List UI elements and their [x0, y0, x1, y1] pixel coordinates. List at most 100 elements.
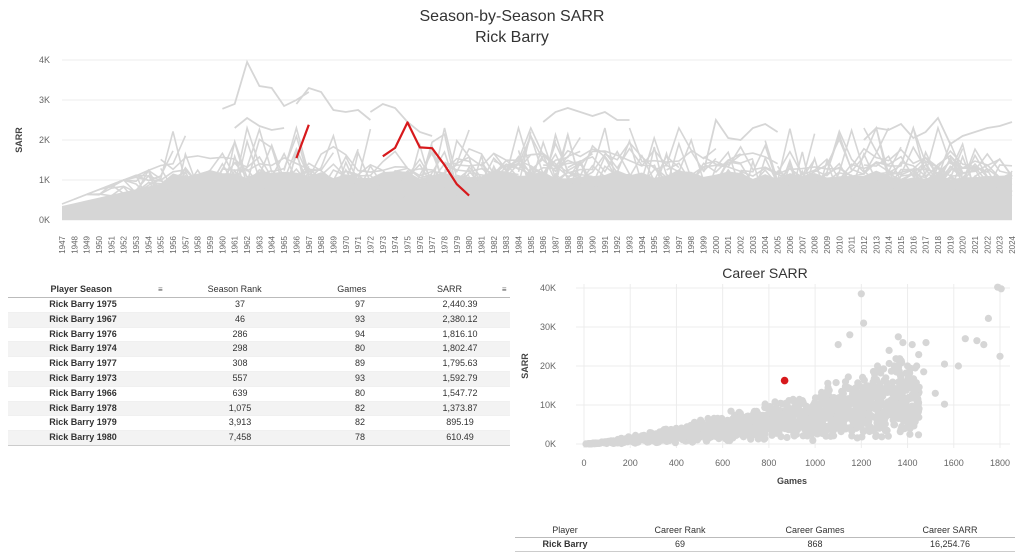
x-tick-label: 1996 [663, 235, 672, 253]
y-tick-label: 0K [545, 439, 556, 449]
scatter-point [896, 428, 904, 436]
header-career-sarr[interactable]: Career SARR [922, 525, 978, 535]
scatter-points[interactable] [582, 283, 1005, 448]
scatter-point [767, 417, 775, 425]
scatter-point [996, 352, 1004, 360]
scatter-point [902, 369, 910, 377]
highlight-series[interactable] [295, 121, 470, 197]
scatter-point [657, 433, 665, 441]
x-tick-label: 1950 [95, 235, 104, 253]
scatter-highlight[interactable] [780, 376, 789, 385]
scatter-point [885, 346, 893, 354]
x-tick-label: 2024 [1008, 235, 1017, 253]
scatter-point [760, 415, 768, 424]
sort-icon[interactable]: ≡ [501, 285, 507, 294]
scatter-point [631, 431, 640, 439]
x-tick-label: 1987 [552, 235, 561, 253]
scatter-point [896, 355, 904, 363]
sort-icon[interactable]: ≡ [158, 285, 163, 294]
background-line [481, 137, 581, 178]
x-tick-label: 2002 [737, 235, 746, 253]
scatter-point [703, 423, 711, 431]
scatter-point [980, 341, 988, 349]
x-tick-label: 1969 [329, 235, 338, 253]
row-season-rank: 639 [232, 387, 248, 398]
background-line [468, 166, 667, 205]
career-table-row[interactable]: Rick Barry 69 868 16,254.76 [515, 538, 1015, 552]
table-row[interactable]: Rick Barry 1979 3,913 82 895.19 [8, 416, 510, 432]
y-tick-label: 0K [39, 215, 50, 225]
row-games: 94 [354, 328, 365, 339]
scatter-point [901, 379, 909, 387]
row-season-rank: 557 [232, 372, 248, 383]
x-tick-label: 1961 [231, 235, 240, 253]
scatter-point [915, 383, 923, 391]
background-line [863, 116, 1013, 146]
header-career-rank[interactable]: Career Rank [654, 525, 706, 535]
scatter-point [738, 413, 746, 421]
x-tick-label: 1000 [805, 458, 825, 468]
table-row[interactable]: Rick Barry 1974 298 80 1,802.47 [8, 342, 510, 358]
header-career-games[interactable]: Career Games [785, 525, 845, 535]
x-tick-label: 1966 [292, 235, 301, 253]
background-line [542, 107, 630, 123]
header-games[interactable]: Games [337, 284, 367, 294]
background-line [234, 126, 408, 181]
scatter-point [894, 385, 902, 393]
table-row[interactable]: Rick Barry 1975 37 97 2,440.39 [8, 298, 510, 313]
x-tick-label: 2007 [798, 235, 807, 253]
header-player[interactable]: Player [552, 525, 578, 535]
table-row[interactable]: Rick Barry 1976 286 94 1,816.10 [8, 328, 510, 343]
row-player-season: Rick Barry 1980 [49, 432, 117, 443]
career-rank-value: 69 [674, 539, 685, 549]
scatter-point [727, 407, 735, 415]
scatter-point [887, 384, 895, 392]
x-tick-label: 1997 [675, 235, 684, 253]
scatter-point [795, 395, 803, 403]
background-line [135, 168, 322, 195]
scatter-point [887, 367, 895, 375]
background-line [333, 177, 557, 205]
x-tick-label: 1954 [144, 235, 153, 253]
scatter-point [596, 439, 604, 447]
table-row[interactable]: Rick Barry 1973 557 93 1,592.79 [8, 371, 510, 387]
x-tick-label: 2010 [835, 235, 844, 253]
background-line [678, 132, 853, 198]
scatter-point [852, 395, 860, 403]
table-row[interactable]: Rick Barry 1977 308 89 1,795.63 [8, 357, 510, 372]
x-tick-label: 2021 [971, 235, 980, 253]
career-scatter-chart[interactable]: Career SARR 0K 10K 20K 30K 40K 0 200 400 600 800… [510, 262, 1020, 524]
row-player-season: Rick Barry 1966 [49, 387, 117, 398]
row-player-season: Rick Barry 1975 [49, 299, 117, 309]
background-line [850, 147, 976, 169]
scatter-point [869, 383, 878, 391]
header-season-rank[interactable]: Season Rank [207, 284, 262, 294]
table-row[interactable]: Rick Barry 1980 7,458 78 610.49 [8, 431, 510, 446]
x-tick-label: 1976 [416, 235, 425, 253]
scatter-point [814, 418, 822, 426]
scatter-point [650, 434, 658, 442]
y-tick-label: 1K [39, 175, 50, 185]
scatter-point [897, 373, 905, 381]
row-player-season: Rick Barry 1967 [49, 313, 117, 324]
background-line [592, 146, 754, 211]
header-sarr[interactable]: SARR [436, 284, 462, 294]
background-line [912, 152, 1013, 178]
table-row[interactable]: Rick Barry 1978 1,075 82 1,373.87 [8, 401, 510, 417]
x-tick-label: 1947 [58, 235, 67, 253]
x-tick-label: 1957 [181, 235, 190, 253]
row-games: 82 [354, 417, 365, 428]
background-line [752, 161, 902, 207]
scatter-point [603, 439, 611, 448]
header-player-season[interactable]: Player Season [50, 284, 113, 294]
background-line [357, 150, 581, 197]
x-tick-label: 2011 [848, 235, 857, 253]
table-row[interactable]: Rick Barry 1966 639 80 1,547.72 [8, 387, 510, 402]
scatter-point [815, 412, 823, 420]
table-row[interactable]: Rick Barry 1967 46 93 2,380.12 [8, 312, 510, 328]
row-games: 78 [354, 432, 365, 443]
scatter-point [940, 400, 949, 408]
background-line [493, 126, 717, 176]
row-games: 80 [354, 387, 365, 398]
